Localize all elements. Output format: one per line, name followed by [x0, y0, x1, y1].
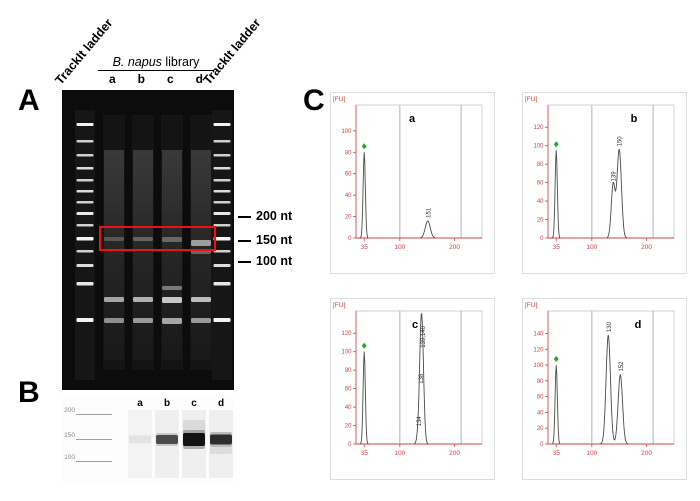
size-marker-tick	[238, 215, 251, 218]
svg-text:151: 151	[426, 207, 432, 218]
svg-text:130: 130	[607, 321, 613, 332]
svg-text:0: 0	[540, 442, 544, 448]
svg-text:40: 40	[537, 410, 544, 416]
library-species: B. napus	[112, 55, 162, 69]
lane-b-label: b	[137, 72, 145, 86]
svg-text:100: 100	[341, 350, 352, 356]
svg-text:200: 200	[641, 450, 652, 457]
svg-text:[FU]: [FU]	[525, 96, 537, 103]
library-suffix: library	[161, 55, 200, 69]
svg-text:[FU]: [FU]	[333, 96, 345, 103]
svg-text:80: 80	[537, 162, 544, 168]
panel-a-label: A	[18, 84, 40, 117]
svg-text:20: 20	[537, 218, 544, 224]
svg-text:d: d	[635, 319, 642, 331]
svg-text:100: 100	[341, 129, 352, 135]
svg-text:a: a	[409, 113, 416, 125]
svg-text:140: 140	[533, 331, 544, 337]
library-label: B. napus library	[98, 55, 214, 71]
panel-c-label: C	[303, 84, 325, 117]
svg-text:40: 40	[537, 199, 544, 205]
svg-text:138: 138	[419, 373, 425, 384]
size-marker-tick	[238, 260, 251, 263]
svg-text:152: 152	[619, 361, 625, 372]
svg-text:134: 134	[417, 416, 423, 427]
gelb-lane-b-label: b	[163, 398, 171, 409]
svg-text:40: 40	[345, 405, 352, 411]
svg-text:[FU]: [FU]	[333, 302, 345, 309]
svg-text:80: 80	[345, 368, 352, 374]
svg-text:80: 80	[345, 150, 352, 156]
svg-text:c: c	[412, 319, 418, 331]
svg-text:35: 35	[361, 244, 369, 251]
svg-text:20: 20	[537, 426, 544, 432]
svg-text:20: 20	[345, 424, 352, 430]
svg-text:20: 20	[345, 215, 352, 221]
svg-text:120: 120	[533, 125, 544, 131]
svg-text:120: 120	[533, 347, 544, 353]
svg-text:100: 100	[586, 244, 597, 251]
svg-text:[FU]: [FU]	[525, 302, 537, 309]
electropherogram-c: [FU] 0 20 40 60 80 100 120 35 100 200 134 138 139,140…	[330, 298, 495, 480]
svg-text:35: 35	[553, 244, 561, 251]
size-marker-200nt: 200 nt	[238, 209, 292, 224]
lane-c-label: c	[166, 72, 174, 86]
svg-text:60: 60	[537, 395, 544, 401]
svg-text:0: 0	[348, 442, 352, 448]
svg-text:b: b	[631, 113, 638, 125]
gelb-lane-d-label: d	[217, 398, 225, 409]
electropherogram-a: [FU] 0 20 40 60 80 100 35 100 200 151 a	[330, 92, 495, 274]
lane-d-label: d	[195, 72, 203, 86]
svg-text:139,140: 139,140	[421, 325, 427, 347]
svg-text:40: 40	[345, 193, 352, 199]
svg-text:35: 35	[553, 450, 561, 457]
bioanalyzer-gel-image	[62, 398, 234, 482]
panel-a-lane-letters: a b c d	[98, 72, 214, 86]
svg-text:0: 0	[348, 236, 352, 242]
svg-text:100: 100	[586, 450, 597, 457]
svg-text:200: 200	[449, 244, 460, 251]
svg-text:200: 200	[449, 450, 460, 457]
svg-text:100: 100	[533, 144, 544, 150]
svg-text:80: 80	[537, 379, 544, 385]
svg-text:60: 60	[345, 387, 352, 393]
svg-text:100: 100	[394, 450, 405, 457]
gelb-size-150: 150	[64, 432, 75, 439]
svg-text:35: 35	[361, 450, 369, 457]
size-marker-100nt: 100 nt	[238, 254, 292, 269]
size-marker-150nt: 150 nt	[238, 233, 292, 248]
electropherogram-b: [FU] 0 20 40 60 80 100 120 35 100 200 139 150 b	[522, 92, 687, 274]
electropherogram-d: [FU] 0 20 40 60 80 100 120 140 35 100 200 130 152 d	[522, 298, 687, 480]
svg-text:120: 120	[341, 331, 352, 337]
panel-b-label: B	[18, 376, 40, 409]
svg-text:100: 100	[394, 244, 405, 251]
gelb-size-100: 100	[64, 454, 75, 461]
agarose-gel-image	[62, 90, 234, 390]
lane-a-label: a	[108, 72, 116, 86]
svg-text:60: 60	[345, 172, 352, 178]
gelb-lane-a-label: a	[137, 398, 143, 409]
gelb-lane-c-label: c	[191, 398, 197, 409]
svg-text:150: 150	[618, 136, 624, 147]
size-marker-tick	[238, 239, 251, 242]
svg-text:139: 139	[612, 171, 618, 182]
svg-text:60: 60	[537, 181, 544, 187]
gelb-size-200: 200	[64, 407, 75, 414]
svg-text:100: 100	[533, 363, 544, 369]
svg-text:200: 200	[641, 244, 652, 251]
svg-text:0: 0	[540, 236, 544, 242]
